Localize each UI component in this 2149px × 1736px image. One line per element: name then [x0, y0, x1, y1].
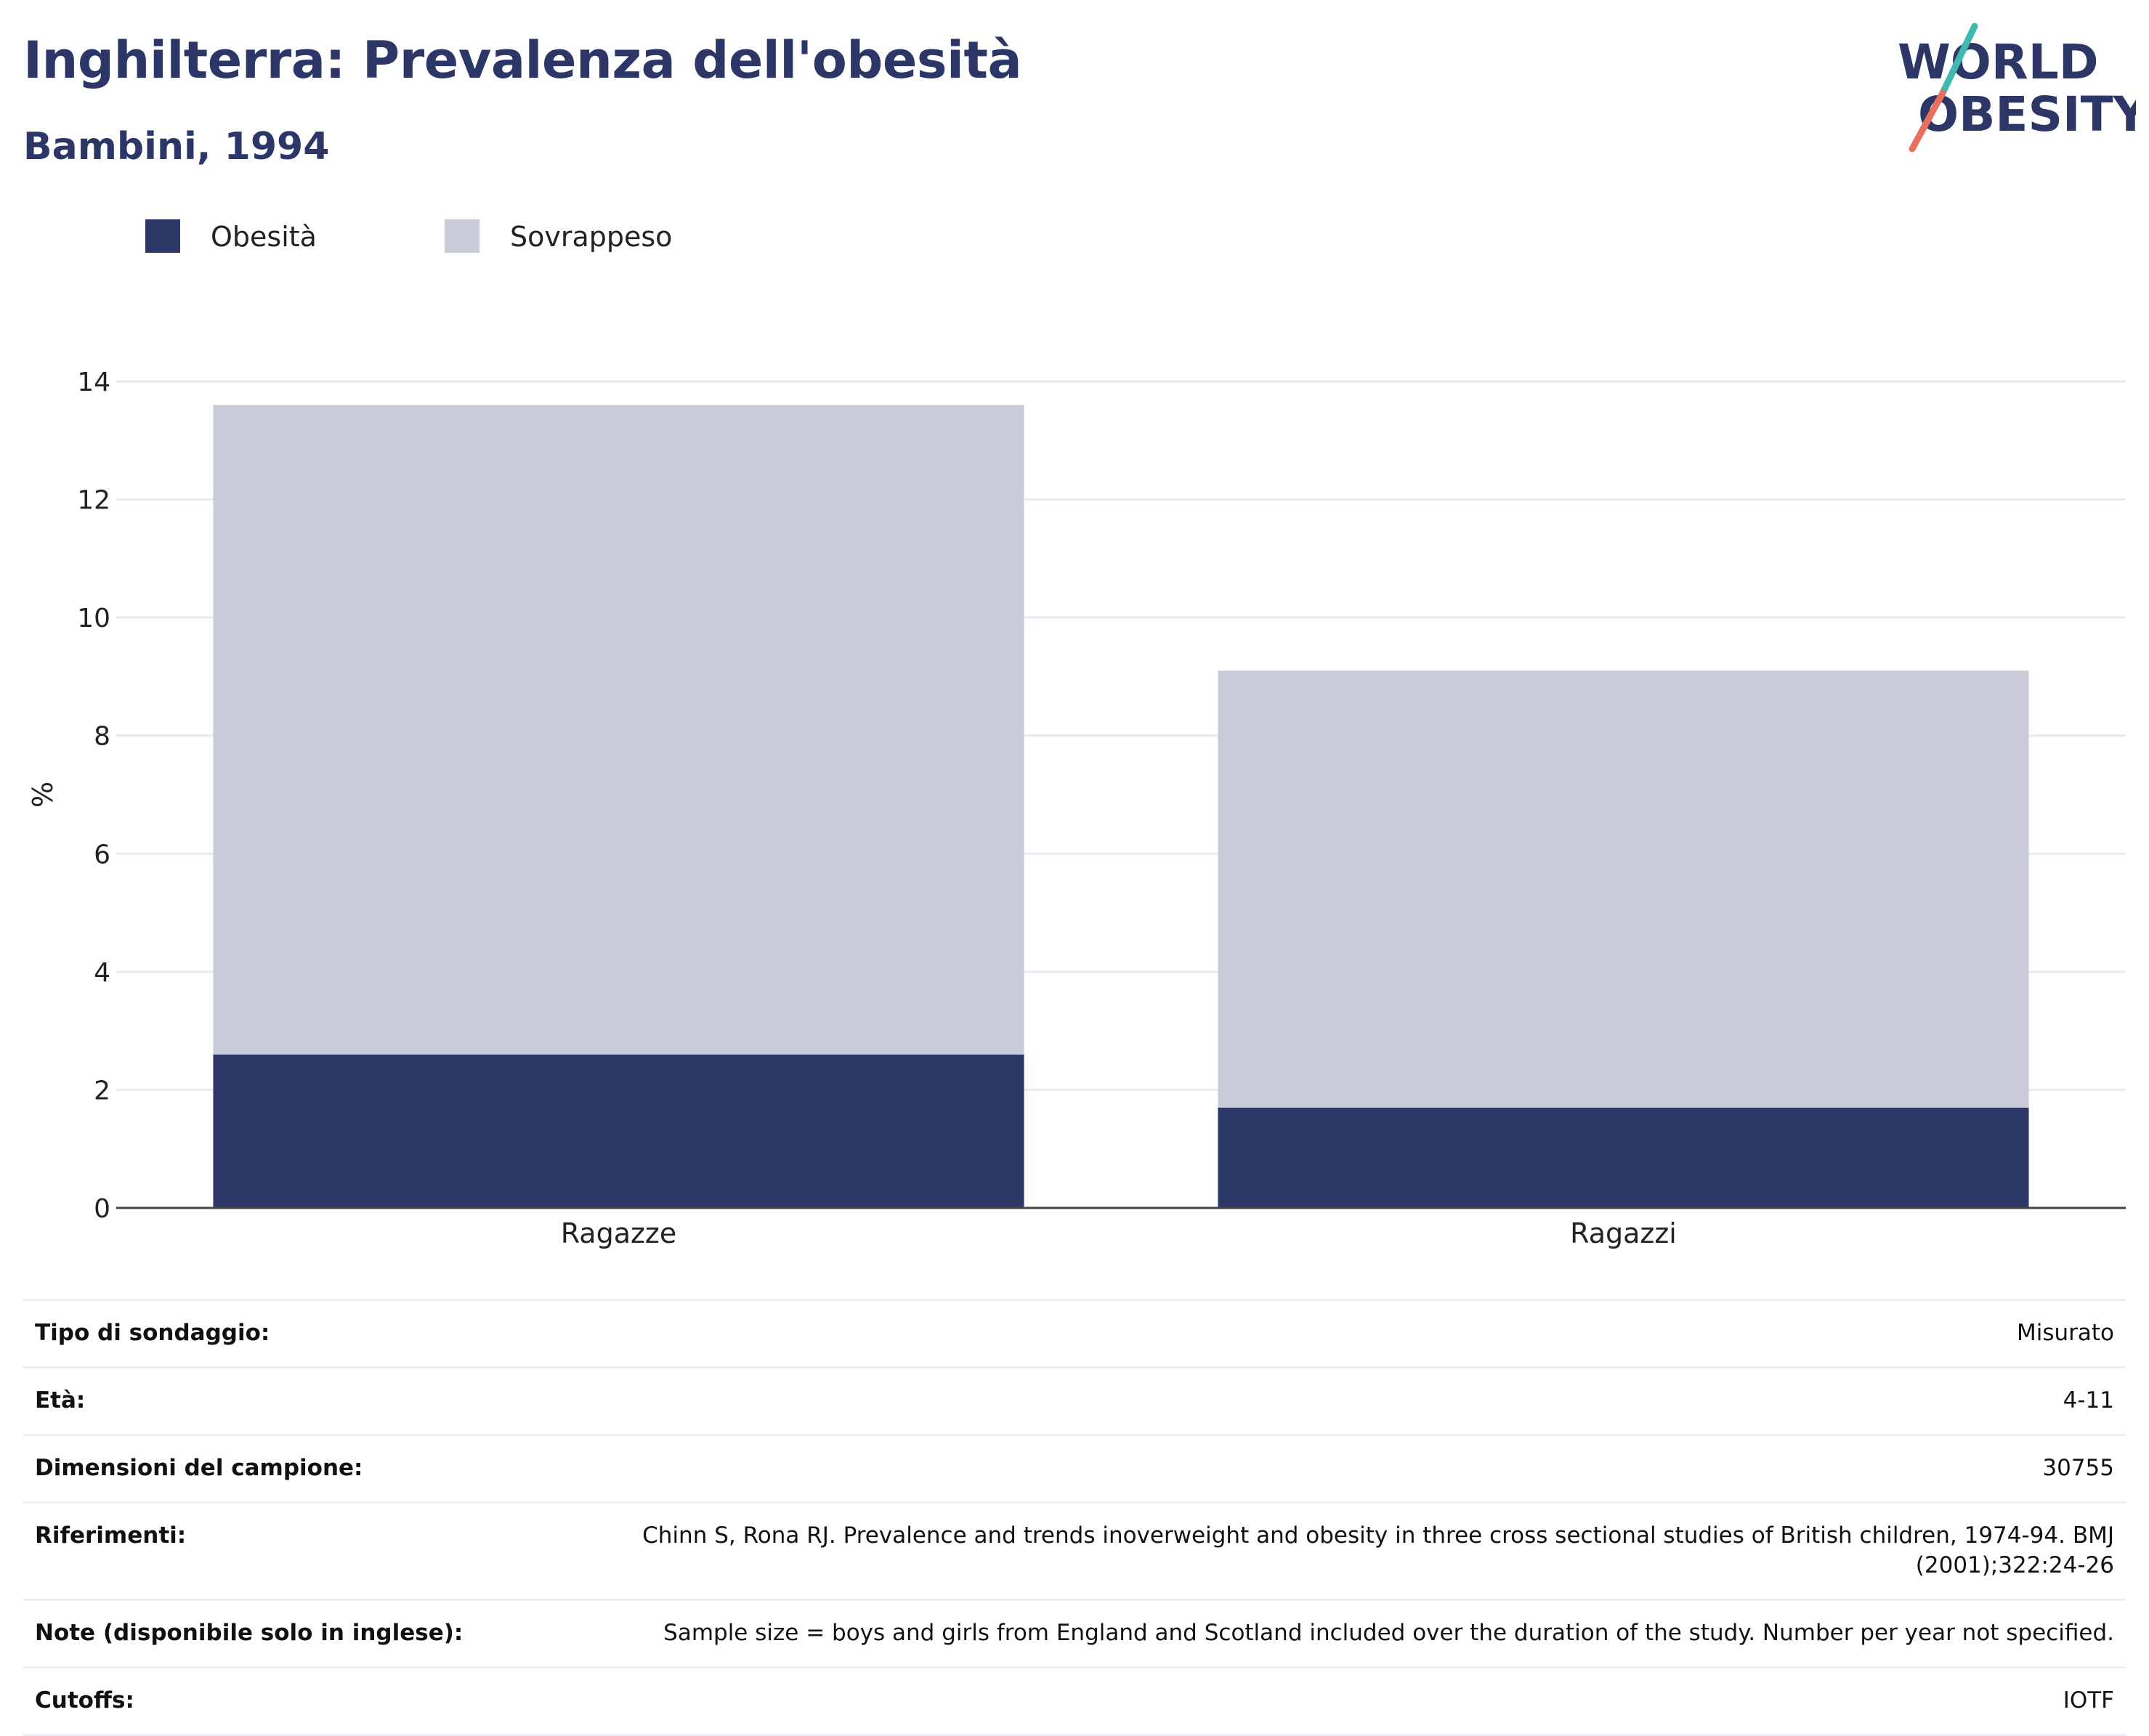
bar-sovrappeso-ragazzi	[1218, 670, 2029, 1108]
info-row: Riferimenti: Chinn S, Rona RJ. Prevalence…	[23, 1501, 2126, 1600]
y-tick-label: 12	[77, 486, 110, 516]
logo-slash-bottom	[1909, 89, 1946, 153]
info-row: Cutoffs: IOTF	[23, 1666, 2126, 1736]
bar-obesit--ragazzi	[1218, 1107, 2029, 1208]
info-label: Riferimenti:	[23, 1501, 482, 1600]
y-tick-label: 6	[94, 840, 110, 869]
bar-sovrappeso-ragazze	[213, 405, 1024, 1055]
survey-info-table: Tipo di sondaggio: Misurato Età: 4-11 Dimens…	[23, 1299, 2126, 1736]
stacked-bar-chart: 0 2 4 6 8 10 12 14% Ragazze Ragazzi	[27, 368, 2126, 1249]
info-value: 30755	[482, 1433, 2126, 1503]
info-row: Età: 4-11	[23, 1366, 2126, 1435]
y-tick-label: 4	[94, 958, 110, 988]
info-label: Età:	[23, 1366, 482, 1435]
info-label: Dimensioni del campione:	[23, 1433, 482, 1503]
info-value: 4-11	[482, 1366, 2126, 1435]
logo-slash-top	[1939, 23, 1978, 97]
legend-swatch-sovrappeso	[445, 219, 479, 253]
legend-label-obesita: Obesità	[211, 221, 317, 253]
info-value: Sample size = boys and girls from Englan…	[482, 1599, 2126, 1668]
logo-word-obesity: OBESITY	[1918, 86, 2136, 142]
y-axis-title: %	[27, 782, 59, 808]
info-label: Cutoffs:	[23, 1666, 482, 1736]
info-value: IOTF	[482, 1666, 2126, 1736]
info-row: Dimensioni del campione: 30755	[23, 1433, 2126, 1503]
bar-obesit--ragazze	[213, 1054, 1024, 1208]
y-tick-label: 14	[77, 368, 110, 397]
y-tick-label: 10	[77, 604, 110, 633]
info-row: Tipo di sondaggio: Misurato	[23, 1299, 2126, 1368]
legend-label-sovrappeso: Sovrappeso	[510, 221, 673, 253]
chart-subtitle: Bambini, 1994	[23, 125, 330, 169]
info-value: Misurato	[482, 1299, 2126, 1368]
info-label: Note (disponibile solo in inglese):	[23, 1599, 482, 1668]
info-label: Tipo di sondaggio:	[23, 1299, 482, 1368]
chart-title: Inghilterra: Prevalenza dell'obesità	[23, 31, 1022, 90]
logo-word-world: WORLD	[1898, 34, 2099, 90]
x-tick-label: Ragazze	[561, 1217, 677, 1249]
legend-swatch-obesita	[145, 219, 180, 253]
y-tick-label: 0	[94, 1194, 110, 1224]
y-tick-label: 2	[94, 1076, 110, 1106]
info-row: Note (disponibile solo in inglese): Sampl…	[23, 1599, 2126, 1668]
world-obesity-logo: WORLD OBESITY	[1898, 23, 2136, 153]
y-tick-label: 8	[94, 722, 110, 752]
info-value: Chinn S, Rona RJ. Prevalence and trends …	[482, 1501, 2126, 1600]
x-tick-label: Ragazzi	[1570, 1217, 1677, 1249]
